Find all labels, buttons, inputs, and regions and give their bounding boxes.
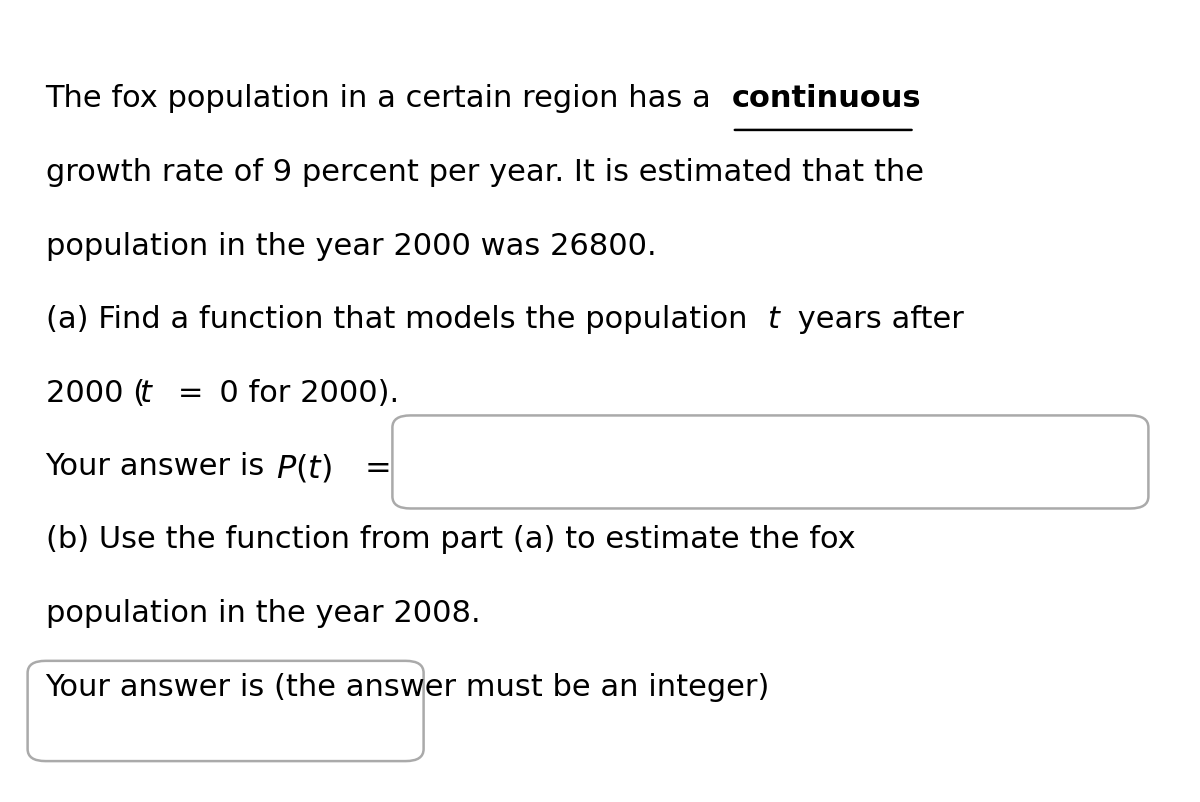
Text: (b) Use the function from part (a) to estimate the fox: (b) Use the function from part (a) to es… — [46, 525, 856, 554]
Text: Your answer is (the answer must be an integer): Your answer is (the answer must be an in… — [46, 673, 770, 702]
FancyBboxPatch shape — [392, 415, 1148, 508]
Text: 2000 (: 2000 ( — [46, 379, 145, 407]
FancyBboxPatch shape — [28, 661, 424, 761]
Text: population in the year 2000 was 26800.: population in the year 2000 was 26800. — [46, 232, 656, 261]
Text: growth rate of 9 percent per year. It is estimated that the: growth rate of 9 percent per year. It is… — [46, 158, 924, 187]
Text: years after: years after — [788, 305, 965, 334]
Text: The fox population in a certain region has a: The fox population in a certain region h… — [46, 84, 721, 113]
Text: continuous: continuous — [732, 84, 922, 113]
Text: t: t — [767, 305, 779, 334]
Text: t: t — [139, 379, 151, 407]
Text: population in the year 2008.: population in the year 2008. — [46, 599, 480, 628]
Text: Your answer is: Your answer is — [46, 452, 275, 481]
Text: $P(t)$: $P(t)$ — [276, 452, 332, 484]
Text: (a) Find a function that models the population: (a) Find a function that models the popu… — [46, 305, 757, 334]
Text: $=$: $=$ — [358, 452, 389, 484]
Text: =  0 for 2000).: = 0 for 2000). — [162, 379, 400, 407]
